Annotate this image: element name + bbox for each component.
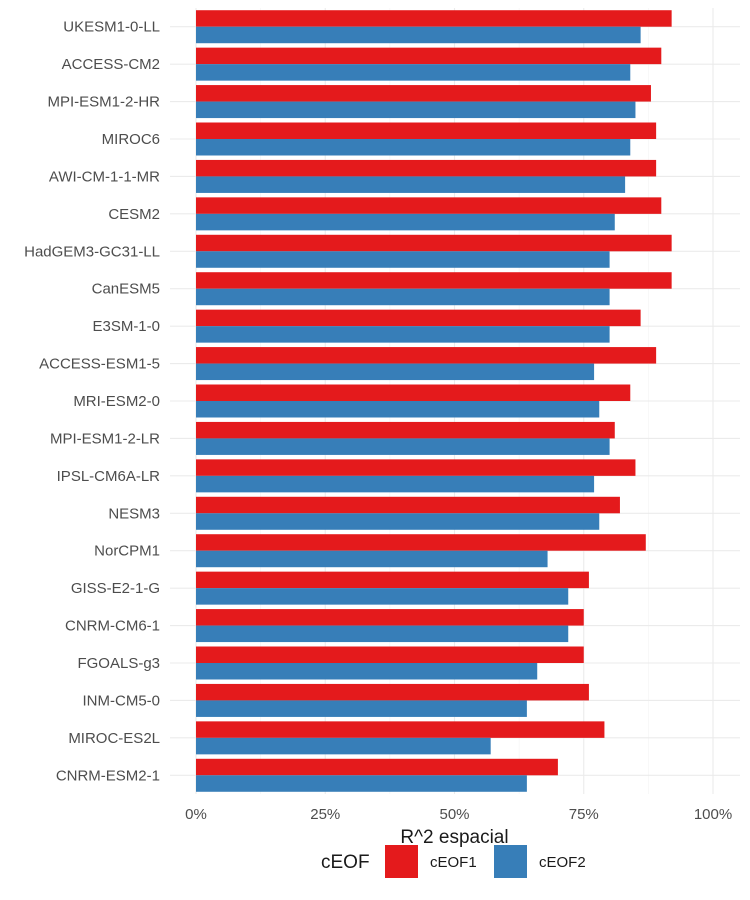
category-label: NESM3 <box>108 505 160 522</box>
x-tick-label: 0% <box>185 806 207 823</box>
category-label: FGOALS-g3 <box>77 655 160 672</box>
bar-ceof1-miroc-es2l <box>196 721 605 738</box>
bar-ceof2-cesm2 <box>196 213 615 231</box>
bar-ceof2-awi-cm-1-1-mr <box>196 176 626 193</box>
bar-ceof2-canesm5 <box>196 288 610 306</box>
bar-ceof2-e3sm-1-0 <box>196 326 610 343</box>
x-tick-label: 25% <box>310 806 340 823</box>
category-label: INM-CM5-0 <box>83 692 161 709</box>
bar-ceof1-awi-cm-1-1-mr <box>196 159 657 177</box>
bar-ceof1-cnrm-esm2-1 <box>196 758 558 776</box>
bar-ceof2-mri-esm2-0 <box>196 401 600 418</box>
bar-ceof2-hadgem3-gc31-ll <box>196 251 610 268</box>
category-label: MIROC-ES2L <box>68 730 160 747</box>
bar-ceof2-access-esm1-5 <box>196 363 595 381</box>
bar-ceof1-access-cm2 <box>196 47 662 65</box>
bars <box>196 10 672 792</box>
bar-ceof2-norcpm1 <box>196 550 548 568</box>
category-label: CESM2 <box>108 206 160 223</box>
bar-ceof1-mpi-esm1-2-lr <box>196 421 615 439</box>
bar-ceof1-mpi-esm1-2-hr <box>196 85 651 102</box>
bar-ceof1-ukesm1-0-ll <box>196 10 672 27</box>
category-label: CNRM-CM6-1 <box>65 618 160 635</box>
bar-ceof1-canesm5 <box>196 272 672 289</box>
bar-ceof1-giss-e2-1-g <box>196 571 589 589</box>
bar-ceof1-e3sm-1-0 <box>196 309 641 327</box>
legend-title: cEOF <box>321 852 370 873</box>
legend: cEOF cEOF1 cEOF2 <box>321 845 586 878</box>
legend-label-ceof2: cEOF2 <box>539 854 586 871</box>
bar-ceof2-ipsl-cm6a-lr <box>196 475 595 493</box>
category-label: AWI-CM-1-1-MR <box>49 168 160 185</box>
bar-ceof1-mri-esm2-0 <box>196 384 631 401</box>
x-tick-label: 75% <box>569 806 599 823</box>
bar-ceof2-mpi-esm1-2-lr <box>196 438 610 455</box>
category-label: NorCPM1 <box>94 543 160 560</box>
bar-ceof2-miroc-es2l <box>196 737 491 755</box>
bar-ceof1-miroc6 <box>196 122 657 139</box>
bar-ceof1-cesm2 <box>196 197 662 214</box>
x-tick-label: 100% <box>694 806 732 823</box>
legend-label-ceof1: cEOF1 <box>430 854 477 871</box>
bar-ceof2-fgoals-g3 <box>196 663 538 680</box>
bar-ceof1-ipsl-cm6a-lr <box>196 459 636 476</box>
category-label: UKESM1-0-LL <box>63 19 160 36</box>
bar-ceof1-inm-cm5-0 <box>196 683 589 701</box>
bar-ceof2-miroc6 <box>196 139 631 156</box>
category-label: GISS-E2-1-G <box>71 580 160 597</box>
bar-ceof2-giss-e2-1-g <box>196 588 569 605</box>
bar-ceof1-norcpm1 <box>196 534 646 551</box>
category-label: MRI-ESM2-0 <box>73 393 160 410</box>
bar-ceof2-inm-cm5-0 <box>196 700 527 717</box>
category-label: ACCESS-ESM1-5 <box>39 356 160 373</box>
category-label: MPI-ESM1-2-LR <box>50 430 160 447</box>
bar-ceof2-access-cm2 <box>196 64 631 81</box>
legend-key-ceof2 <box>494 845 527 878</box>
bar-ceof1-hadgem3-gc31-ll <box>196 234 672 252</box>
legend-key-ceof1 <box>385 845 418 878</box>
x-tick-labels: 0% 25% 50% 75% 100% <box>185 806 732 823</box>
category-labels: UKESM1-0-LL ACCESS-CM2 MPI-ESM1-2-HR MIROC6… <box>24 19 160 785</box>
x-axis-title: R^2 espacial <box>400 827 508 848</box>
bar-ceof1-nesm3 <box>196 496 620 514</box>
bar-ceof2-cnrm-esm2-1 <box>196 775 527 792</box>
bar-ceof1-cnrm-cm6-1 <box>196 609 584 626</box>
bar-ceof1-access-esm1-5 <box>196 347 657 364</box>
bar-ceof2-nesm3 <box>196 513 600 530</box>
bar-ceof2-cnrm-cm6-1 <box>196 625 569 643</box>
category-label: MIROC6 <box>102 131 160 148</box>
category-label: HadGEM3-GC31-LL <box>24 243 160 260</box>
category-label: ACCESS-CM2 <box>62 56 160 73</box>
category-label: MPI-ESM1-2-HR <box>47 94 160 111</box>
bar-ceof2-ukesm1-0-ll <box>196 26 641 44</box>
x-tick-label: 50% <box>439 806 469 823</box>
bar-ceof2-mpi-esm1-2-hr <box>196 101 636 119</box>
category-label: E3SM-1-0 <box>92 318 160 335</box>
category-label: IPSL-CM6A-LR <box>57 468 161 485</box>
category-label: CanESM5 <box>92 281 160 298</box>
category-label: CNRM-ESM2-1 <box>56 767 160 784</box>
bar-ceof1-fgoals-g3 <box>196 646 584 663</box>
